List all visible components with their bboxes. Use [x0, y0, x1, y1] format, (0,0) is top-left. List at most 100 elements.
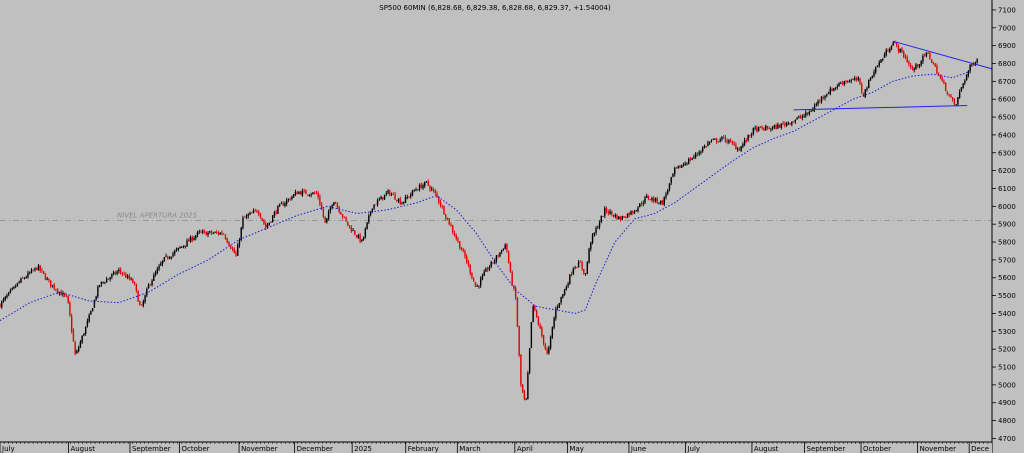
- candle: [535, 309, 538, 318]
- candle-body: [98, 285, 101, 287]
- candle-body: [140, 304, 143, 306]
- candle: [251, 211, 253, 214]
- candle: [885, 48, 887, 57]
- candle-body: [195, 235, 197, 239]
- candle: [105, 276, 108, 283]
- candle: [375, 204, 377, 206]
- candle: [455, 233, 457, 241]
- candle: [88, 313, 90, 323]
- x-tick-label: August: [754, 445, 779, 453]
- candle: [387, 189, 389, 195]
- candle: [371, 208, 374, 214]
- candle: [41, 267, 43, 274]
- candle: [654, 197, 657, 203]
- candle-body: [478, 285, 480, 287]
- candle: [142, 299, 145, 308]
- candle: [34, 267, 36, 272]
- candle-body: [810, 111, 812, 113]
- candle: [25, 275, 27, 279]
- candle: [597, 225, 599, 229]
- candle: [581, 260, 583, 271]
- candle-body: [717, 141, 720, 143]
- candle-body: [805, 112, 807, 116]
- candle-body: [336, 204, 339, 207]
- candle-body: [840, 83, 842, 85]
- candle: [602, 216, 604, 217]
- candle-body: [855, 78, 858, 80]
- candle-body: [541, 327, 543, 336]
- candle-body: [502, 249, 505, 250]
- candle-body: [899, 48, 901, 52]
- candle-body: [439, 202, 442, 206]
- candle: [156, 266, 159, 275]
- candle: [317, 190, 319, 200]
- candle: [497, 254, 499, 258]
- candle: [721, 136, 723, 142]
- candle-body: [202, 231, 204, 233]
- candle: [672, 173, 674, 178]
- candle-body: [873, 71, 875, 77]
- candle-body: [343, 216, 346, 218]
- candle-body: [55, 289, 57, 290]
- candle: [506, 243, 508, 253]
- candle: [833, 88, 835, 92]
- candle: [394, 191, 396, 200]
- candle: [882, 58, 884, 62]
- candle-body: [369, 211, 372, 216]
- candle-body: [289, 199, 291, 200]
- candle: [368, 213, 370, 225]
- candle: [868, 79, 870, 89]
- candle: [93, 299, 96, 308]
- candle: [104, 281, 106, 285]
- candle: [570, 271, 573, 277]
- candle: [794, 119, 797, 124]
- candle-body: [708, 141, 711, 143]
- candle: [271, 214, 274, 223]
- candle-body: [93, 299, 96, 308]
- candle-body: [317, 192, 319, 198]
- candle-body: [525, 399, 527, 400]
- candle: [202, 229, 204, 235]
- candle-body: [820, 96, 823, 102]
- candle-body: [752, 127, 755, 134]
- y-tick-label: 5800: [998, 239, 1016, 247]
- candle-body: [965, 74, 968, 81]
- candle: [486, 266, 489, 273]
- candle: [191, 235, 193, 243]
- candle: [406, 194, 408, 200]
- candle: [731, 140, 734, 146]
- candle-body: [845, 81, 847, 83]
- y-tick-label: 5200: [998, 346, 1016, 354]
- candle-body: [542, 335, 545, 344]
- candle: [943, 79, 945, 85]
- candle: [598, 220, 601, 230]
- candle-body: [46, 278, 48, 280]
- candle: [404, 194, 407, 204]
- candle-body: [764, 126, 767, 131]
- candle: [593, 232, 596, 237]
- candle: [563, 288, 566, 296]
- candle: [355, 234, 358, 239]
- candle: [576, 266, 578, 269]
- candle: [137, 290, 139, 302]
- candle-body: [184, 245, 186, 247]
- candle-body: [186, 240, 188, 247]
- candle-body: [857, 77, 859, 80]
- candle-body: [48, 279, 50, 281]
- x-tick-label: October: [863, 445, 891, 453]
- candle: [483, 269, 485, 277]
- candle: [623, 215, 625, 218]
- candle-body: [586, 262, 589, 274]
- candle-body: [6, 295, 8, 298]
- candle: [207, 231, 209, 238]
- candle-body: [130, 278, 132, 280]
- candle-body: [951, 97, 954, 100]
- candle: [63, 292, 66, 298]
- candle: [315, 190, 318, 195]
- candle-body: [950, 95, 952, 98]
- candle: [273, 210, 276, 218]
- candle: [897, 44, 900, 54]
- candle: [792, 120, 795, 123]
- candle-body: [859, 78, 861, 85]
- candle: [485, 267, 487, 272]
